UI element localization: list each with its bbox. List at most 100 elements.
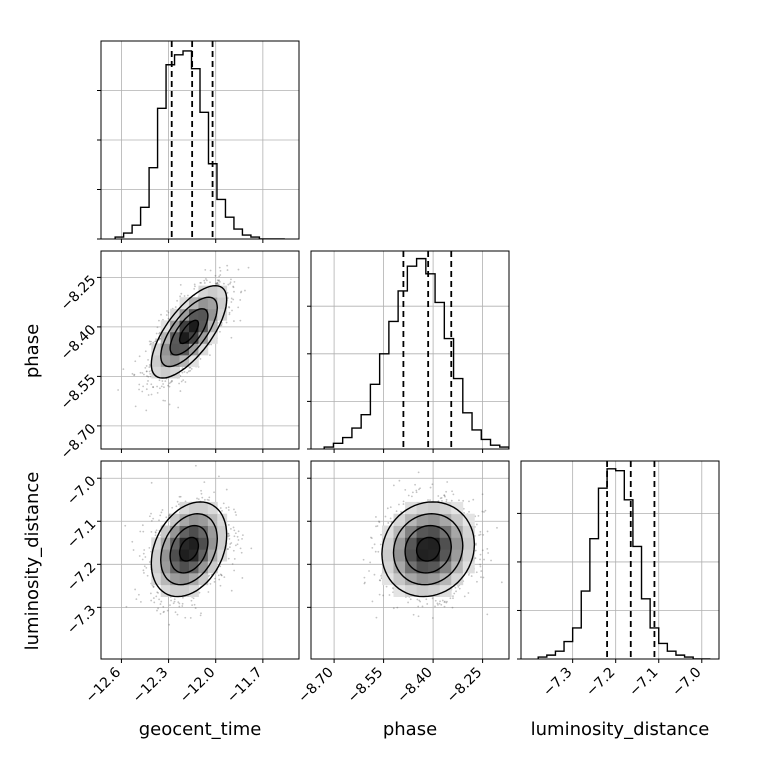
sample-point <box>373 543 376 546</box>
sample-point <box>158 332 160 335</box>
sample-point <box>496 526 498 529</box>
density-cell <box>207 549 218 562</box>
sample-point <box>231 563 234 565</box>
sample-point <box>239 319 242 322</box>
sample-point <box>162 399 165 402</box>
sample-point <box>230 278 232 281</box>
density-cell <box>170 354 180 367</box>
sample-point <box>152 341 155 344</box>
density-cell <box>198 561 209 574</box>
sample-point <box>445 490 448 493</box>
sample-point <box>225 488 228 491</box>
sample-point <box>143 373 145 376</box>
sample-point <box>445 601 448 604</box>
sample-point <box>155 338 157 341</box>
xtick-label: −7.1 <box>626 665 661 700</box>
sample-point <box>362 558 365 561</box>
density-cell <box>179 561 190 574</box>
sample-point <box>479 558 481 561</box>
density-cell <box>198 285 209 298</box>
sample-point <box>143 565 146 568</box>
sample-point <box>230 336 233 339</box>
sample-point <box>463 595 466 598</box>
sample-point <box>167 317 170 320</box>
density-cell <box>189 501 199 515</box>
sample-point <box>159 603 162 605</box>
contour-1 <box>169 524 209 574</box>
density-cell <box>189 537 199 550</box>
sample-point <box>227 532 230 535</box>
sample-point <box>189 369 192 372</box>
density-blocks <box>381 501 475 597</box>
sample-point <box>376 525 379 527</box>
density-cell <box>198 549 209 562</box>
sample-point <box>209 354 211 357</box>
sample-point <box>479 553 482 556</box>
sample-point <box>142 552 145 555</box>
density-cell <box>160 549 171 562</box>
sample-point <box>158 319 160 322</box>
sample-point <box>193 283 196 286</box>
contour-2 <box>392 512 464 586</box>
sample-point <box>382 594 385 597</box>
sample-point <box>181 602 184 605</box>
sample-point <box>144 350 147 353</box>
sample-point <box>147 394 150 396</box>
density-cell <box>179 572 190 586</box>
sample-point <box>148 561 151 563</box>
sample-point <box>199 358 202 360</box>
sample-point <box>218 280 221 283</box>
sample-point <box>233 290 235 293</box>
sample-point <box>160 313 162 316</box>
sample-point <box>463 512 465 514</box>
sample-point <box>171 506 174 509</box>
sample-point <box>472 498 475 501</box>
sample-point <box>169 381 172 384</box>
sample-point <box>223 576 226 579</box>
sample-point <box>227 548 230 550</box>
sample-point <box>154 340 156 343</box>
density-cell <box>439 513 452 526</box>
density-cell <box>170 513 180 526</box>
sample-point <box>236 543 239 546</box>
sample-point <box>204 278 207 280</box>
sample-point <box>209 269 212 272</box>
density-cell <box>198 308 209 321</box>
sample-point <box>451 606 454 609</box>
sample-point <box>173 598 176 601</box>
contour-1 <box>169 308 209 356</box>
density-cell <box>393 572 406 586</box>
sample-point <box>150 383 153 386</box>
density-cell <box>451 537 464 550</box>
sample-point <box>368 570 370 572</box>
density-cell <box>439 561 452 574</box>
sample-point <box>371 546 374 549</box>
sample-point <box>165 516 168 519</box>
sample-point <box>220 574 223 576</box>
panel-frame <box>100 460 300 660</box>
density-cell <box>381 537 394 550</box>
sample-point <box>220 323 223 326</box>
density-cell <box>189 308 199 321</box>
density-cell <box>189 513 199 526</box>
sample-point <box>234 511 237 514</box>
sample-point <box>214 274 217 277</box>
sample-point <box>228 305 230 308</box>
density-cell <box>198 537 209 550</box>
sample-point <box>183 370 186 373</box>
sample-point <box>160 511 163 514</box>
sample-point <box>411 491 414 494</box>
sample-point <box>444 600 446 603</box>
density-cell <box>189 561 199 574</box>
sample-point <box>213 491 215 494</box>
sample-point <box>434 599 437 602</box>
sample-point <box>184 500 187 503</box>
sample-point <box>457 585 460 588</box>
sample-point <box>149 343 151 346</box>
sample-point <box>148 370 151 373</box>
sample-point <box>140 601 142 603</box>
sample-point <box>386 507 389 510</box>
sample-point <box>228 546 231 549</box>
sample-point <box>431 597 434 600</box>
density-cell <box>381 549 394 562</box>
